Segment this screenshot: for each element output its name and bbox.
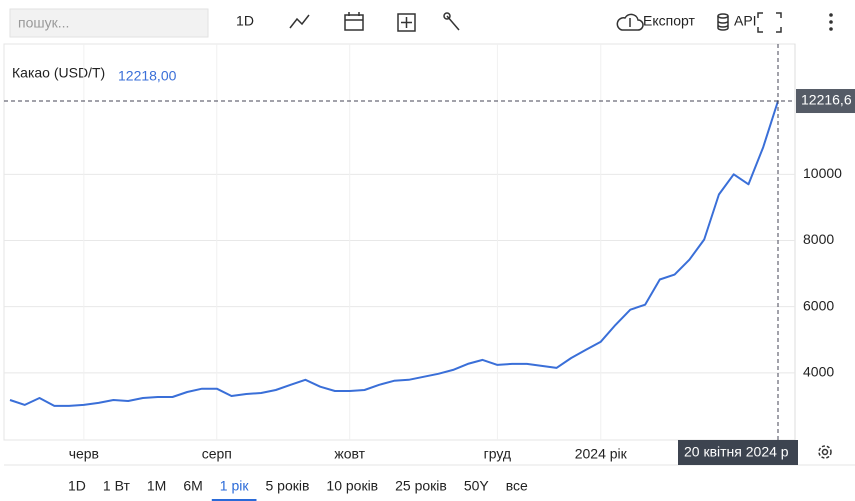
- tool-icon[interactable]: [443, 12, 460, 31]
- plot: 4000 6000 8000 10000 черв серп жовт груд 2024 рі…: [4, 44, 855, 465]
- price-line: [9, 100, 779, 407]
- range-button[interactable]: 1D: [68, 478, 86, 494]
- range-button[interactable]: все: [506, 478, 528, 494]
- range-button[interactable]: 50Y: [464, 478, 490, 494]
- range-button[interactable]: 1M: [147, 478, 166, 494]
- api-icon[interactable]: [717, 13, 729, 31]
- date-tag-text: 20 квітня 2024 р: [684, 444, 789, 460]
- api-button[interactable]: API: [734, 13, 757, 29]
- price-tag: [796, 89, 855, 114]
- line-type-icon[interactable]: [289, 14, 310, 29]
- y-tick-label: 6000: [803, 297, 834, 313]
- fullscreen-icon[interactable]: [757, 12, 782, 33]
- y-tick-label: 4000: [803, 364, 834, 380]
- x-tick-label: черв: [69, 446, 99, 462]
- export-icon[interactable]: [616, 13, 644, 31]
- search-box[interactable]: [9, 8, 209, 38]
- menu-icon[interactable]: [829, 13, 833, 31]
- price-tag-text: 12216,6: [801, 92, 852, 108]
- range-button[interactable]: 10 років: [326, 478, 378, 494]
- x-tick-label: серп: [202, 446, 232, 462]
- y-tick-label: 10000: [803, 165, 842, 181]
- add-icon[interactable]: [397, 13, 416, 32]
- range-button[interactable]: 5 років: [265, 478, 309, 494]
- x-tick-label: груд: [484, 446, 511, 462]
- date-tag: [678, 440, 798, 465]
- calendar-icon[interactable]: [344, 12, 364, 31]
- x-tick-label: 2024 рік: [575, 446, 628, 462]
- settings-icon[interactable]: [818, 445, 832, 459]
- x-tick-label: жовт: [334, 446, 365, 462]
- range-button[interactable]: 1 рік: [220, 478, 250, 494]
- export-button[interactable]: Експорт: [643, 13, 695, 29]
- range-button[interactable]: 6M: [183, 478, 202, 494]
- interval-button[interactable]: 1D: [236, 13, 254, 29]
- range-button[interactable]: 1 Вт: [103, 478, 131, 494]
- chart-title: Какао (USD/T): [12, 65, 105, 81]
- last-value: 12218,00: [118, 68, 177, 84]
- range-button[interactable]: 25 років: [395, 478, 447, 494]
- search-placeholder: пошук...: [18, 15, 69, 31]
- y-tick-label: 8000: [803, 231, 834, 247]
